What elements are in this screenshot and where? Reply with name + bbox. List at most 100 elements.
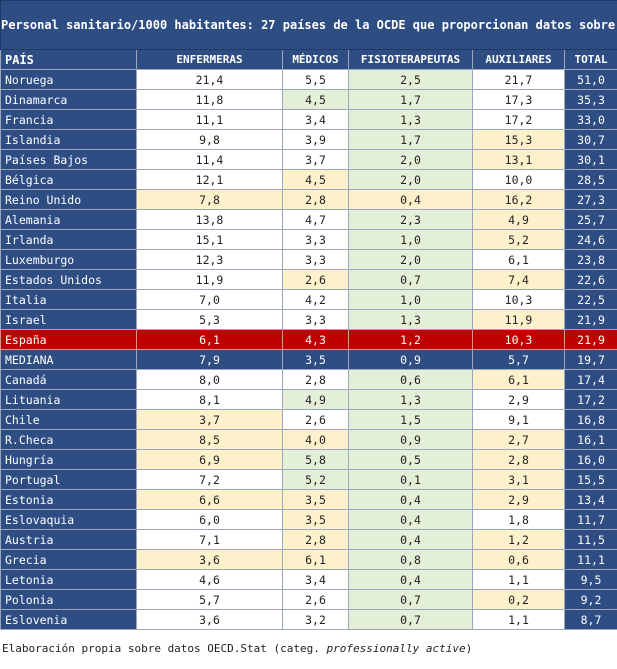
- medicos-cell: 3,3: [282, 249, 349, 270]
- auxiliares-cell: 10,0: [472, 169, 565, 190]
- fisioterapeutas-cell: 2,0: [348, 249, 473, 270]
- country-cell: MEDIANA: [0, 349, 137, 370]
- country-cell: Polonia: [0, 589, 137, 610]
- country-cell: Portugal: [0, 469, 137, 490]
- total-cell: 21,9: [563, 309, 617, 330]
- auxiliares-cell: 16,2: [472, 189, 565, 210]
- table-row: Estonia 6,6 3,5 0,4 2,9 13,4: [0, 489, 617, 510]
- total-cell: 17,2: [563, 389, 617, 410]
- total-cell: 24,6: [563, 229, 617, 250]
- enfermeras-cell: 7,9: [136, 349, 283, 370]
- table-row-median: MEDIANA 7,9 3,5 0,9 5,7 19,7: [0, 349, 617, 370]
- auxiliares-cell: 1,1: [472, 609, 565, 630]
- country-cell: Islandia: [0, 129, 137, 150]
- auxiliares-cell: 1,1: [472, 569, 565, 590]
- enfermeras-cell: 8,1: [136, 389, 283, 410]
- medicos-cell: 2,8: [282, 369, 349, 390]
- medicos-cell: 4,0: [282, 429, 349, 450]
- auxiliares-cell: 13,1: [472, 149, 565, 170]
- table-title: Personal sanitario/1000 habitantes: 27 p…: [0, 0, 617, 50]
- table-row: Israel 5,3 3,3 1,3 11,9 21,9: [0, 309, 617, 330]
- auxiliares-cell: 3,1: [472, 469, 565, 490]
- auxiliares-cell: 2,9: [472, 489, 565, 510]
- header-auxiliares: AUXILIARES: [472, 49, 565, 70]
- table-row: Eslovenia 3,6 3,2 0,7 1,1 8,7: [0, 609, 617, 630]
- auxiliares-cell: 2,9: [472, 389, 565, 410]
- country-cell: Estonia: [0, 489, 137, 510]
- auxiliares-cell: 1,8: [472, 509, 565, 530]
- total-cell: 16,8: [563, 409, 617, 430]
- country-cell: Lituania: [0, 389, 137, 410]
- fisioterapeutas-cell: 0,4: [348, 189, 473, 210]
- medicos-cell: 3,4: [282, 109, 349, 130]
- country-cell: Irlanda: [0, 229, 137, 250]
- medicos-cell: 2,6: [282, 409, 349, 430]
- auxiliares-cell: 11,9: [472, 309, 565, 330]
- table-row-highlight: España 6,1 4,3 1,2 10,3 21,9: [0, 329, 617, 350]
- country-cell: Noruega: [0, 69, 137, 90]
- table-row: Noruega 21,4 5,5 2,5 21,7 51,0: [0, 69, 617, 90]
- country-cell: España: [0, 329, 137, 350]
- total-cell: 11,7: [563, 509, 617, 530]
- fisioterapeutas-cell: 1,3: [348, 389, 473, 410]
- auxiliares-cell: 5,7: [472, 349, 565, 370]
- enfermeras-cell: 7,0: [136, 289, 283, 310]
- table-row: Letonia 4,6 3,4 0,4 1,1 9,5: [0, 569, 617, 590]
- medicos-cell: 4,7: [282, 209, 349, 230]
- medicos-cell: 5,2: [282, 469, 349, 490]
- medicos-cell: 4,5: [282, 89, 349, 110]
- auxiliares-cell: 0,2: [472, 589, 565, 610]
- fisioterapeutas-cell: 0,5: [348, 449, 473, 470]
- fisioterapeutas-cell: 0,4: [348, 489, 473, 510]
- enfermeras-cell: 13,8: [136, 209, 283, 230]
- header-fisioterapeutas: FISIOTERAPEUTAS: [348, 49, 473, 70]
- medicos-cell: 5,5: [282, 69, 349, 90]
- source-note-italic: professionally active: [326, 642, 466, 655]
- header-country: PAÍS: [0, 49, 137, 70]
- total-cell: 19,7: [563, 349, 617, 370]
- medicos-cell: 2,6: [282, 589, 349, 610]
- total-cell: 13,4: [563, 489, 617, 510]
- table-body: Noruega 21,4 5,5 2,5 21,7 51,0 Dinamarca 11,8 4,…: [0, 69, 617, 630]
- table-row: Chile 3,7 2,6 1,5 9,1 16,8: [0, 409, 617, 430]
- auxiliares-cell: 2,8: [472, 449, 565, 470]
- table-row: Islandia 9,8 3,9 1,7 15,3 30,7: [0, 129, 617, 150]
- table-row: R.Checa 8,5 4,0 0,9 2,7 16,1: [0, 429, 617, 450]
- enfermeras-cell: 6,6: [136, 489, 283, 510]
- country-cell: Eslovaquia: [0, 509, 137, 530]
- total-cell: 8,7: [563, 609, 617, 630]
- auxiliares-cell: 6,1: [472, 249, 565, 270]
- fisioterapeutas-cell: 1,2: [348, 329, 473, 350]
- auxiliares-cell: 9,1: [472, 409, 565, 430]
- fisioterapeutas-cell: 1,3: [348, 309, 473, 330]
- enfermeras-cell: 12,1: [136, 169, 283, 190]
- total-cell: 30,1: [563, 149, 617, 170]
- table-row: Bélgica 12,1 4,5 2,0 10,0 28,5: [0, 169, 617, 190]
- fisioterapeutas-cell: 1,7: [348, 89, 473, 110]
- total-cell: 11,1: [563, 549, 617, 570]
- country-cell: Bélgica: [0, 169, 137, 190]
- total-cell: 11,5: [563, 529, 617, 550]
- enfermeras-cell: 11,1: [136, 109, 283, 130]
- auxiliares-cell: 0,6: [472, 549, 565, 570]
- table-row: Canadá 8,0 2,8 0,6 6,1 17,4: [0, 369, 617, 390]
- enfermeras-cell: 8,0: [136, 369, 283, 390]
- medicos-cell: 3,3: [282, 229, 349, 250]
- fisioterapeutas-cell: 0,1: [348, 469, 473, 490]
- table-row: Grecia 3,6 6,1 0,8 0,6 11,1: [0, 549, 617, 570]
- enfermeras-cell: 6,0: [136, 509, 283, 530]
- fisioterapeutas-cell: 2,3: [348, 209, 473, 230]
- source-note-text: Elaboración propia sobre datos OECD.Stat…: [2, 642, 327, 655]
- fisioterapeutas-cell: 0,4: [348, 529, 473, 550]
- enfermeras-cell: 6,9: [136, 449, 283, 470]
- enfermeras-cell: 7,2: [136, 469, 283, 490]
- country-cell: R.Checa: [0, 429, 137, 450]
- auxiliares-cell: 5,2: [472, 229, 565, 250]
- medicos-cell: 3,5: [282, 509, 349, 530]
- table-row: Austria 7,1 2,8 0,4 1,2 11,5: [0, 529, 617, 550]
- table-row: Irlanda 15,1 3,3 1,0 5,2 24,6: [0, 229, 617, 250]
- table-row: Luxemburgo 12,3 3,3 2,0 6,1 23,8: [0, 249, 617, 270]
- table-row: Polonia 5,7 2,6 0,7 0,2 9,2: [0, 589, 617, 610]
- auxiliares-cell: 2,7: [472, 429, 565, 450]
